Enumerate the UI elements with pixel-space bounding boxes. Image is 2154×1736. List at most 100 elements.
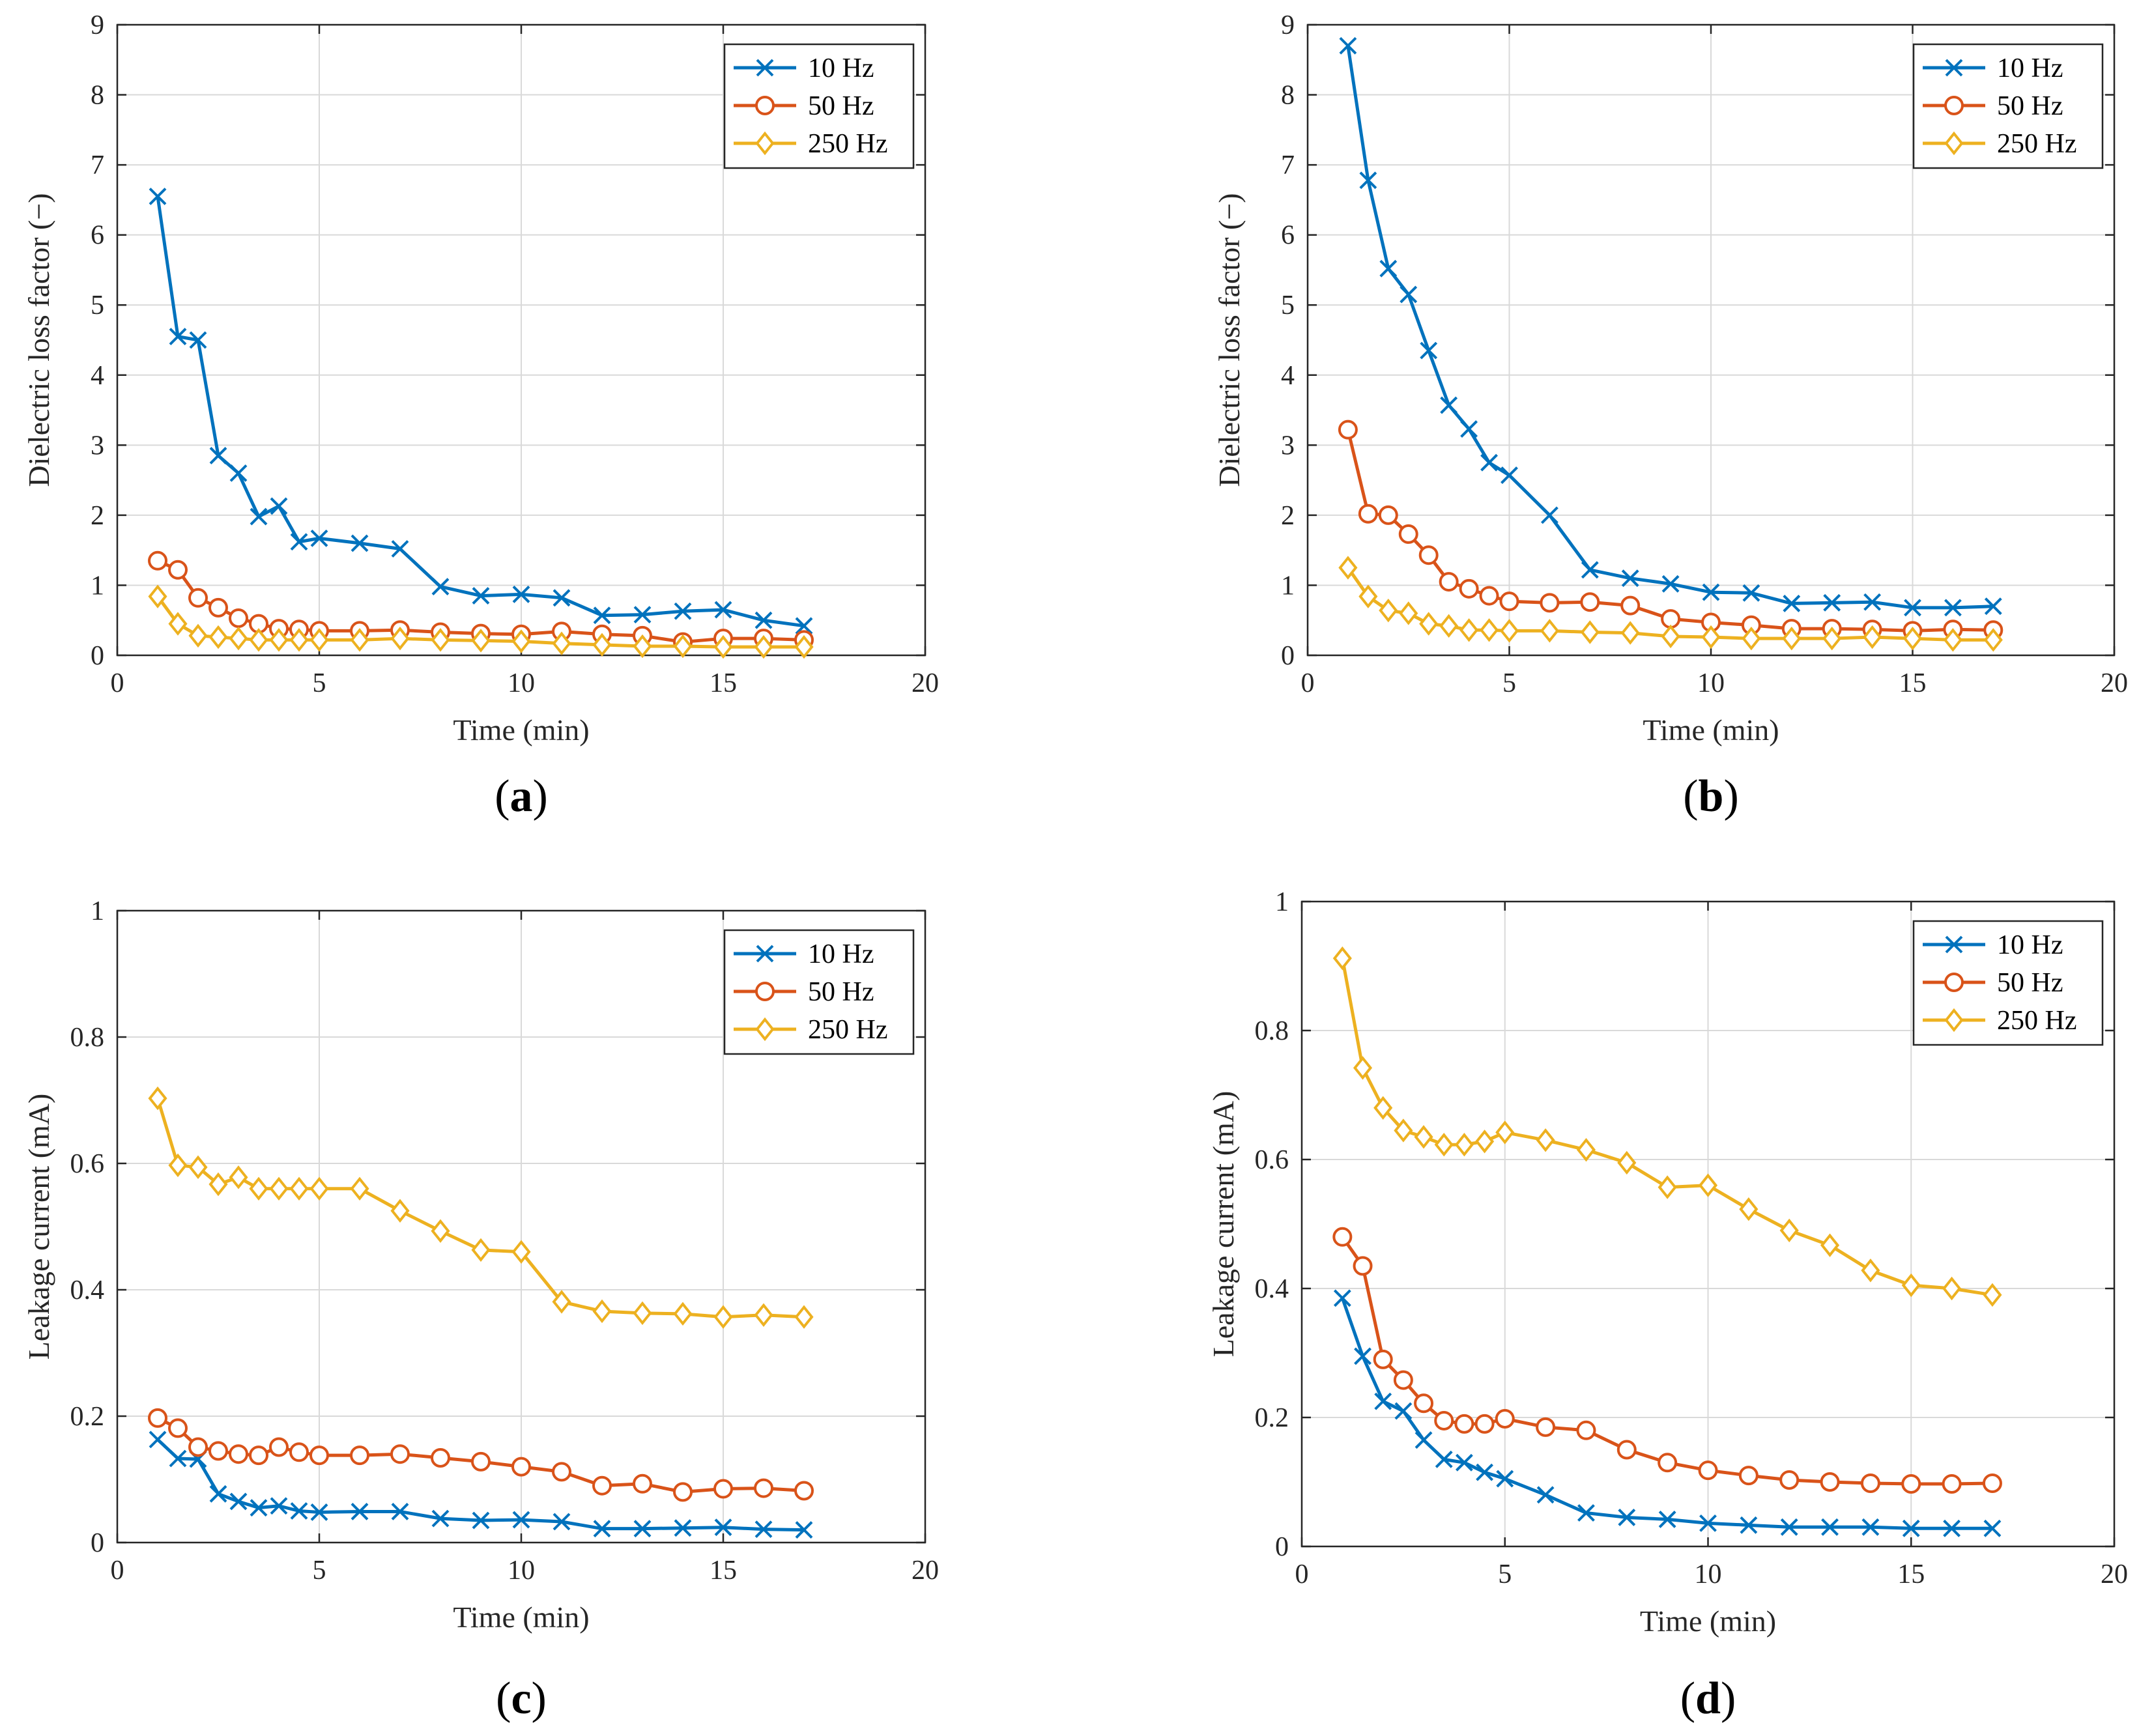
y-tick-label: 6 <box>91 221 104 251</box>
data-point <box>1499 619 1519 643</box>
legend-label: 250 Hz <box>808 1015 887 1045</box>
x-axis-label: Time (min) <box>453 1601 589 1634</box>
data-point <box>1374 1392 1392 1410</box>
data-point <box>148 584 167 608</box>
data-point <box>269 1176 289 1201</box>
legend: 10 Hz 50 Hz 250 Hz <box>1912 920 2104 1046</box>
x-tick-label: 10 <box>1697 668 1725 698</box>
data-point <box>1661 575 1680 593</box>
data-point <box>511 1240 531 1264</box>
y-tick-label: 5 <box>1281 291 1295 320</box>
data-point <box>1780 1518 1798 1536</box>
legend-entry: 50 Hz <box>1923 968 2063 998</box>
data-point <box>1540 593 1560 613</box>
legend-label: 10 Hz <box>1997 930 2063 960</box>
x-tick-label: 15 <box>1899 668 1927 698</box>
chart-panel-c: 0 5 10 15 20 0 0.2 0.4 0.6 0.8 1 Time (min) Leakage … <box>0 873 1077 1736</box>
data-point <box>472 1511 490 1530</box>
data-point <box>209 447 227 464</box>
data-point <box>391 540 409 558</box>
data-point <box>1863 593 1882 611</box>
data-point <box>169 1449 187 1468</box>
chart-svg-b: 0 5 10 15 20 0 1 2 3 4 5 6 7 8 9 Time (min) Dielectric l… <box>1213 10 2128 821</box>
data-point <box>1353 1256 1373 1276</box>
x-tick-label: 0 <box>111 668 124 698</box>
legend-label: 50 Hz <box>808 91 874 121</box>
data-point <box>1434 1410 1454 1430</box>
y-tick-label: 7 <box>91 150 104 180</box>
x-tick-label: 10 <box>508 668 535 698</box>
data-point <box>188 1155 208 1180</box>
data-point <box>149 1430 167 1449</box>
data-point <box>552 631 571 655</box>
legend-marker <box>1944 1008 1964 1032</box>
data-point <box>168 612 188 636</box>
data-point <box>1580 620 1600 644</box>
data-point <box>1496 1470 1514 1488</box>
data-point <box>249 1176 268 1201</box>
legend-label: 10 Hz <box>808 939 874 969</box>
data-point <box>351 534 369 552</box>
data-point <box>350 628 369 652</box>
data-point <box>1823 593 1841 612</box>
y-tick-label: 0.6 <box>70 1149 105 1179</box>
x-tick-label: 15 <box>710 1556 737 1586</box>
data-point <box>1378 505 1398 525</box>
data-point <box>633 1473 652 1494</box>
data-point <box>795 1521 813 1539</box>
y-tick-label: 1 <box>91 896 104 926</box>
series-50-hz <box>1332 1227 2002 1494</box>
data-point <box>674 602 692 620</box>
y-tick-label: 0.8 <box>70 1023 105 1053</box>
data-point <box>208 1441 228 1461</box>
x-tick-label: 15 <box>710 668 737 698</box>
data-point <box>168 1418 188 1438</box>
data-point <box>1459 618 1479 642</box>
data-point <box>1983 1283 2002 1307</box>
data-point <box>390 626 410 651</box>
data-point <box>431 1219 450 1243</box>
legend-entry: 10 Hz <box>1923 53 2063 83</box>
legend-entry: 10 Hz <box>1923 930 2063 960</box>
series-250-hz <box>1338 556 2003 652</box>
data-point <box>229 464 248 482</box>
data-point <box>1739 1197 1759 1221</box>
data-point <box>1581 561 1599 579</box>
data-point <box>1399 601 1418 625</box>
y-axis-label: Dielectric loss factor (−) <box>22 193 55 487</box>
data-point <box>1576 1420 1596 1440</box>
data-point <box>633 606 652 624</box>
data-point <box>633 1520 652 1538</box>
data-point <box>1983 628 2003 652</box>
data-point <box>674 1519 692 1537</box>
data-point <box>1658 1453 1678 1473</box>
data-point <box>168 560 188 580</box>
data-point <box>1820 1233 1840 1257</box>
series-250-hz <box>1332 946 2002 1307</box>
data-point <box>431 578 450 596</box>
legend-marker <box>755 1017 775 1042</box>
data-point <box>795 617 813 635</box>
legend-entry: 50 Hz <box>1923 91 2063 121</box>
data-point <box>1783 594 1801 612</box>
series-10-hz <box>149 1430 813 1539</box>
data-point <box>148 1086 167 1111</box>
legend-marker <box>1945 59 1963 77</box>
y-tick-label: 3 <box>91 431 104 461</box>
y-tick-label: 0.8 <box>1255 1016 1289 1046</box>
data-point <box>754 1478 773 1498</box>
legend: 10 Hz 50 Hz 250 Hz <box>723 43 915 169</box>
data-point <box>1536 1128 1555 1152</box>
data-point <box>1333 1289 1351 1307</box>
data-point <box>1782 626 1802 651</box>
data-point <box>1901 1273 1921 1298</box>
data-point <box>229 626 248 651</box>
data-point <box>1460 420 1478 438</box>
legend-label: 250 Hz <box>808 129 887 159</box>
chart-svg-c: 0 5 10 15 20 0 0.2 0.4 0.6 0.8 1 Time (min) Leakage … <box>22 896 939 1724</box>
data-point <box>1620 595 1641 616</box>
data-point <box>1820 1472 1840 1492</box>
data-point <box>309 1445 329 1466</box>
data-point <box>1536 1486 1555 1504</box>
chart-panel-d: 0 5 10 15 20 0 0.2 0.4 0.6 0.8 1 Time (min) Leakage … <box>1077 873 2154 1736</box>
